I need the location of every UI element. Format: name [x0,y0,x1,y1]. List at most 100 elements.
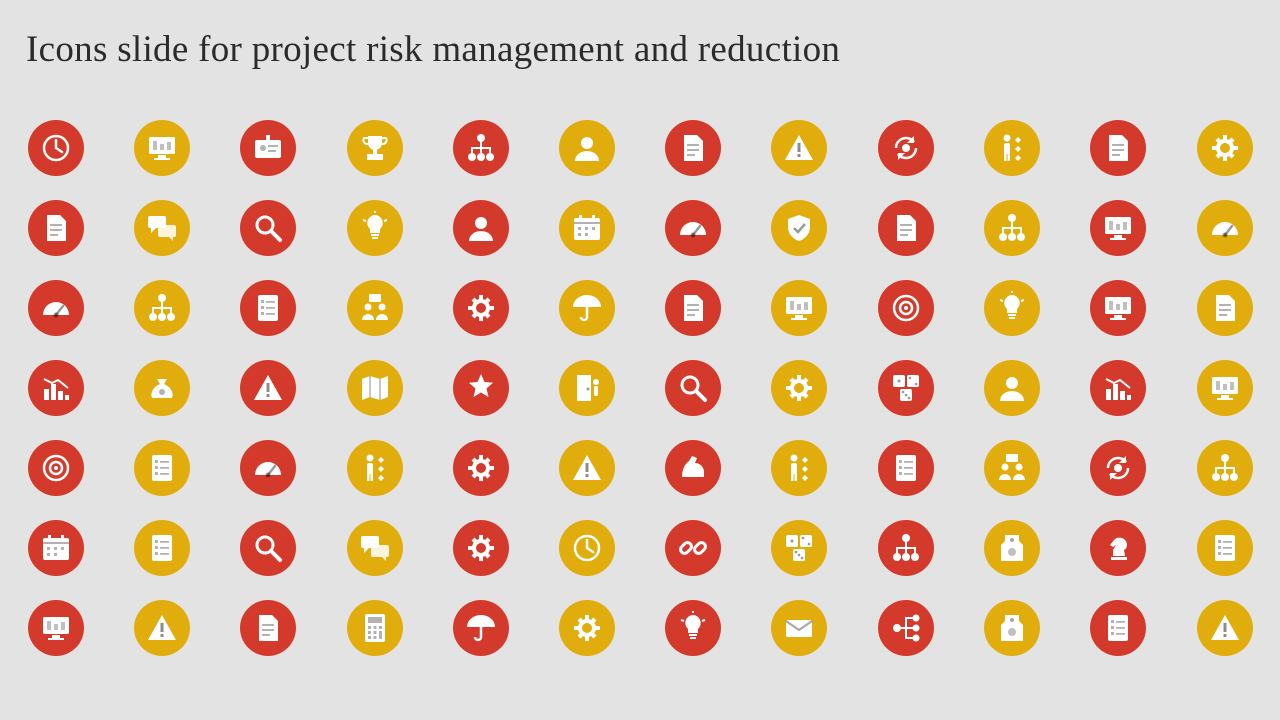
hand-gear-warning-icon-glyph [1211,615,1239,640]
people-network-icon-glyph [1212,454,1238,481]
person-options-icon-glyph [1003,134,1021,161]
clock-hourglass-icon [28,120,84,176]
question-dice-icon-glyph [786,535,812,561]
gear-warning-icon-glyph [574,615,600,641]
chat-bubbles-icon [134,200,190,256]
broken-link-icon [665,520,721,576]
map-location-icon [347,360,403,416]
checklist-icon-glyph [258,295,278,321]
presentation-board-icon [1090,360,1146,416]
speaker-podium-icon-glyph [1000,377,1024,401]
money-bag-icon [134,360,190,416]
email-cycle-icon [771,600,827,656]
presenter-board-icon [984,440,1040,496]
trophy-podium-icon [347,120,403,176]
umbrella-alert-icon [453,600,509,656]
focus-arrows-icon [878,280,934,336]
alert-checklist-icon [878,440,934,496]
report-analytics-icon-glyph [152,535,172,561]
gears-cycle-icon-glyph [786,375,812,401]
team-meeting-icon [347,280,403,336]
checklist-approved-icon-glyph [1108,615,1128,641]
chess-knight-alert-icon-glyph [1110,537,1127,560]
alert-scroll-icon [559,440,615,496]
desktop-chart-icon [1197,360,1253,416]
document-warning-icon-glyph [684,135,703,161]
magnifier-analysis-icon [240,200,296,256]
dollar-calculator-icon [347,600,403,656]
process-document-icon [878,200,934,256]
clipboard-check-icon [134,440,190,496]
location-warning-icon-glyph [254,375,282,400]
clock-hourglass-icon-glyph [42,134,70,162]
hand-warning-icon-glyph [148,615,176,640]
calendar-schedule-icon-glyph [574,215,600,240]
person-options-icon [984,120,1040,176]
risk-gauge-icon [665,200,721,256]
monitor-warning-icon [1090,200,1146,256]
gear-businessman-icon-glyph [468,455,494,481]
stacked-documents-icon-glyph [1109,135,1128,161]
user-warning-gear-icon-glyph [468,535,494,561]
location-warning-icon [240,360,296,416]
speedometer-icon-glyph [43,302,69,318]
flow-branch-icon [878,600,934,656]
network-nodes-icon-glyph [149,294,175,321]
risk-gauge-icon-glyph [680,222,706,238]
user-profile-icon-glyph [575,137,599,161]
laptop-warning-icon-glyph [786,297,812,320]
report-gear-icon-glyph [468,295,494,321]
document-review-icon-glyph [680,375,707,402]
price-tag-icon [984,520,1040,576]
team-discussion-icon [347,520,403,576]
bulb-network-icon-glyph [999,291,1025,319]
speaker-podium-icon [984,360,1040,416]
id-card-icon-glyph [255,135,281,158]
blueprint-gear-icon [1197,120,1253,176]
question-dice-icon [771,520,827,576]
person-hierarchy-icon [984,200,1040,256]
hazard-shield-icon [771,200,827,256]
browser-window-icon [1090,280,1146,336]
strength-arm-icon [665,440,721,496]
decision-person-icon [347,440,403,496]
people-network-icon [1197,440,1253,496]
code-document-icon [1197,280,1253,336]
gear-businessman-icon [453,440,509,496]
desktop-chart-icon-glyph [1212,377,1238,400]
gauge-warning-icon-glyph [255,462,281,478]
focus-arrows-icon-glyph [892,294,920,322]
rated-document-icon [240,600,296,656]
exit-door-icon [559,360,615,416]
clipboard-search-icon-glyph [255,535,282,562]
gears-cycle-icon [771,360,827,416]
invoice-dollar-icon-glyph [47,215,66,241]
idea-gear-screen-icon [665,600,721,656]
timer-warning-icon-glyph [573,534,601,562]
analytics-report-icon [1197,520,1253,576]
monitor-dollar-chart-icon [134,120,190,176]
thinking-person-icon [771,440,827,496]
risk-orbit-icon [1090,440,1146,496]
org-chart-icon [453,120,509,176]
idea-presenter-icon [347,200,403,256]
user-dashboard-icon-glyph [43,617,69,640]
idea-gear-screen-icon-glyph [680,611,706,639]
user-profile-icon [559,120,615,176]
umbrella-alert-icon-glyph [467,615,495,642]
dice-question-icon-glyph [893,375,919,401]
speedometer-icon [28,280,84,336]
rating-thumbs-up-icon [453,360,509,416]
declining-growth-icon-glyph [43,378,69,400]
document-warning-icon [665,120,721,176]
risk-meter-icon [1197,200,1253,256]
dollar-tag-icon-glyph [1001,615,1023,641]
gauge-warning-icon [240,440,296,496]
invoice-dollar-icon [28,200,84,256]
report-analytics-icon [134,520,190,576]
chess-knight-alert-icon [1090,520,1146,576]
clipboard-check-icon-glyph [152,455,172,481]
broken-link-icon-glyph [679,541,707,555]
exit-door-icon-glyph [577,375,599,401]
